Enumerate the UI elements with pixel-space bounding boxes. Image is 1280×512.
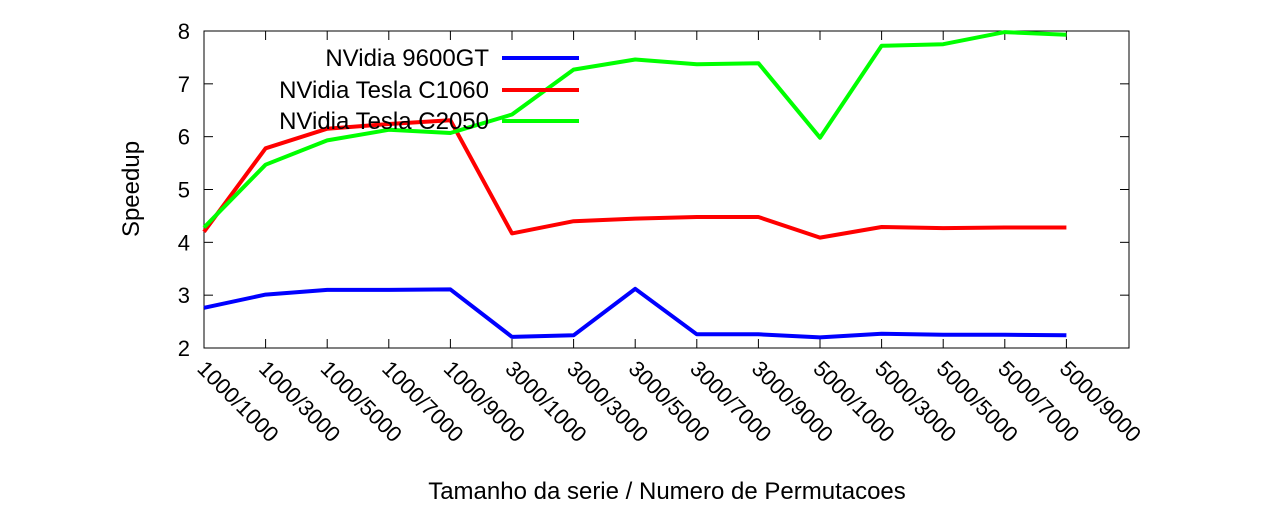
y-tick-label: 7 <box>178 72 190 97</box>
y-tick-labels: 2 3 4 5 6 7 8 <box>178 19 190 361</box>
legend-label-2: NVidia Tesla C2050 <box>279 108 489 135</box>
series-line-0 <box>203 286 1067 340</box>
x-tick-labels: 1000/10001000/30001000/50001000/70001000… <box>192 356 1146 447</box>
y-tick-label: 8 <box>178 19 190 44</box>
y-tick-label: 6 <box>178 125 190 150</box>
axis-ticks <box>203 30 1129 349</box>
y-tick-label: 4 <box>178 230 190 255</box>
series-line-2 <box>202 30 1067 229</box>
y-tick-label: 5 <box>178 178 190 203</box>
series-lines <box>202 30 1067 340</box>
legend-label-1: NVidia Tesla C1060 <box>279 77 489 104</box>
legend-label-0: NVidia 9600GT <box>325 45 489 72</box>
x-axis-label: Tamanho da serie / Numero de Permutacoes <box>428 478 906 505</box>
series-line-1 <box>202 118 1067 240</box>
y-tick-label: 2 <box>178 336 190 361</box>
y-tick-label: 3 <box>178 283 190 308</box>
legend: NVidia 9600GT NVidia Tesla C1060 NVidia Te… <box>279 45 579 135</box>
y-axis-label: Speedup <box>118 141 145 237</box>
